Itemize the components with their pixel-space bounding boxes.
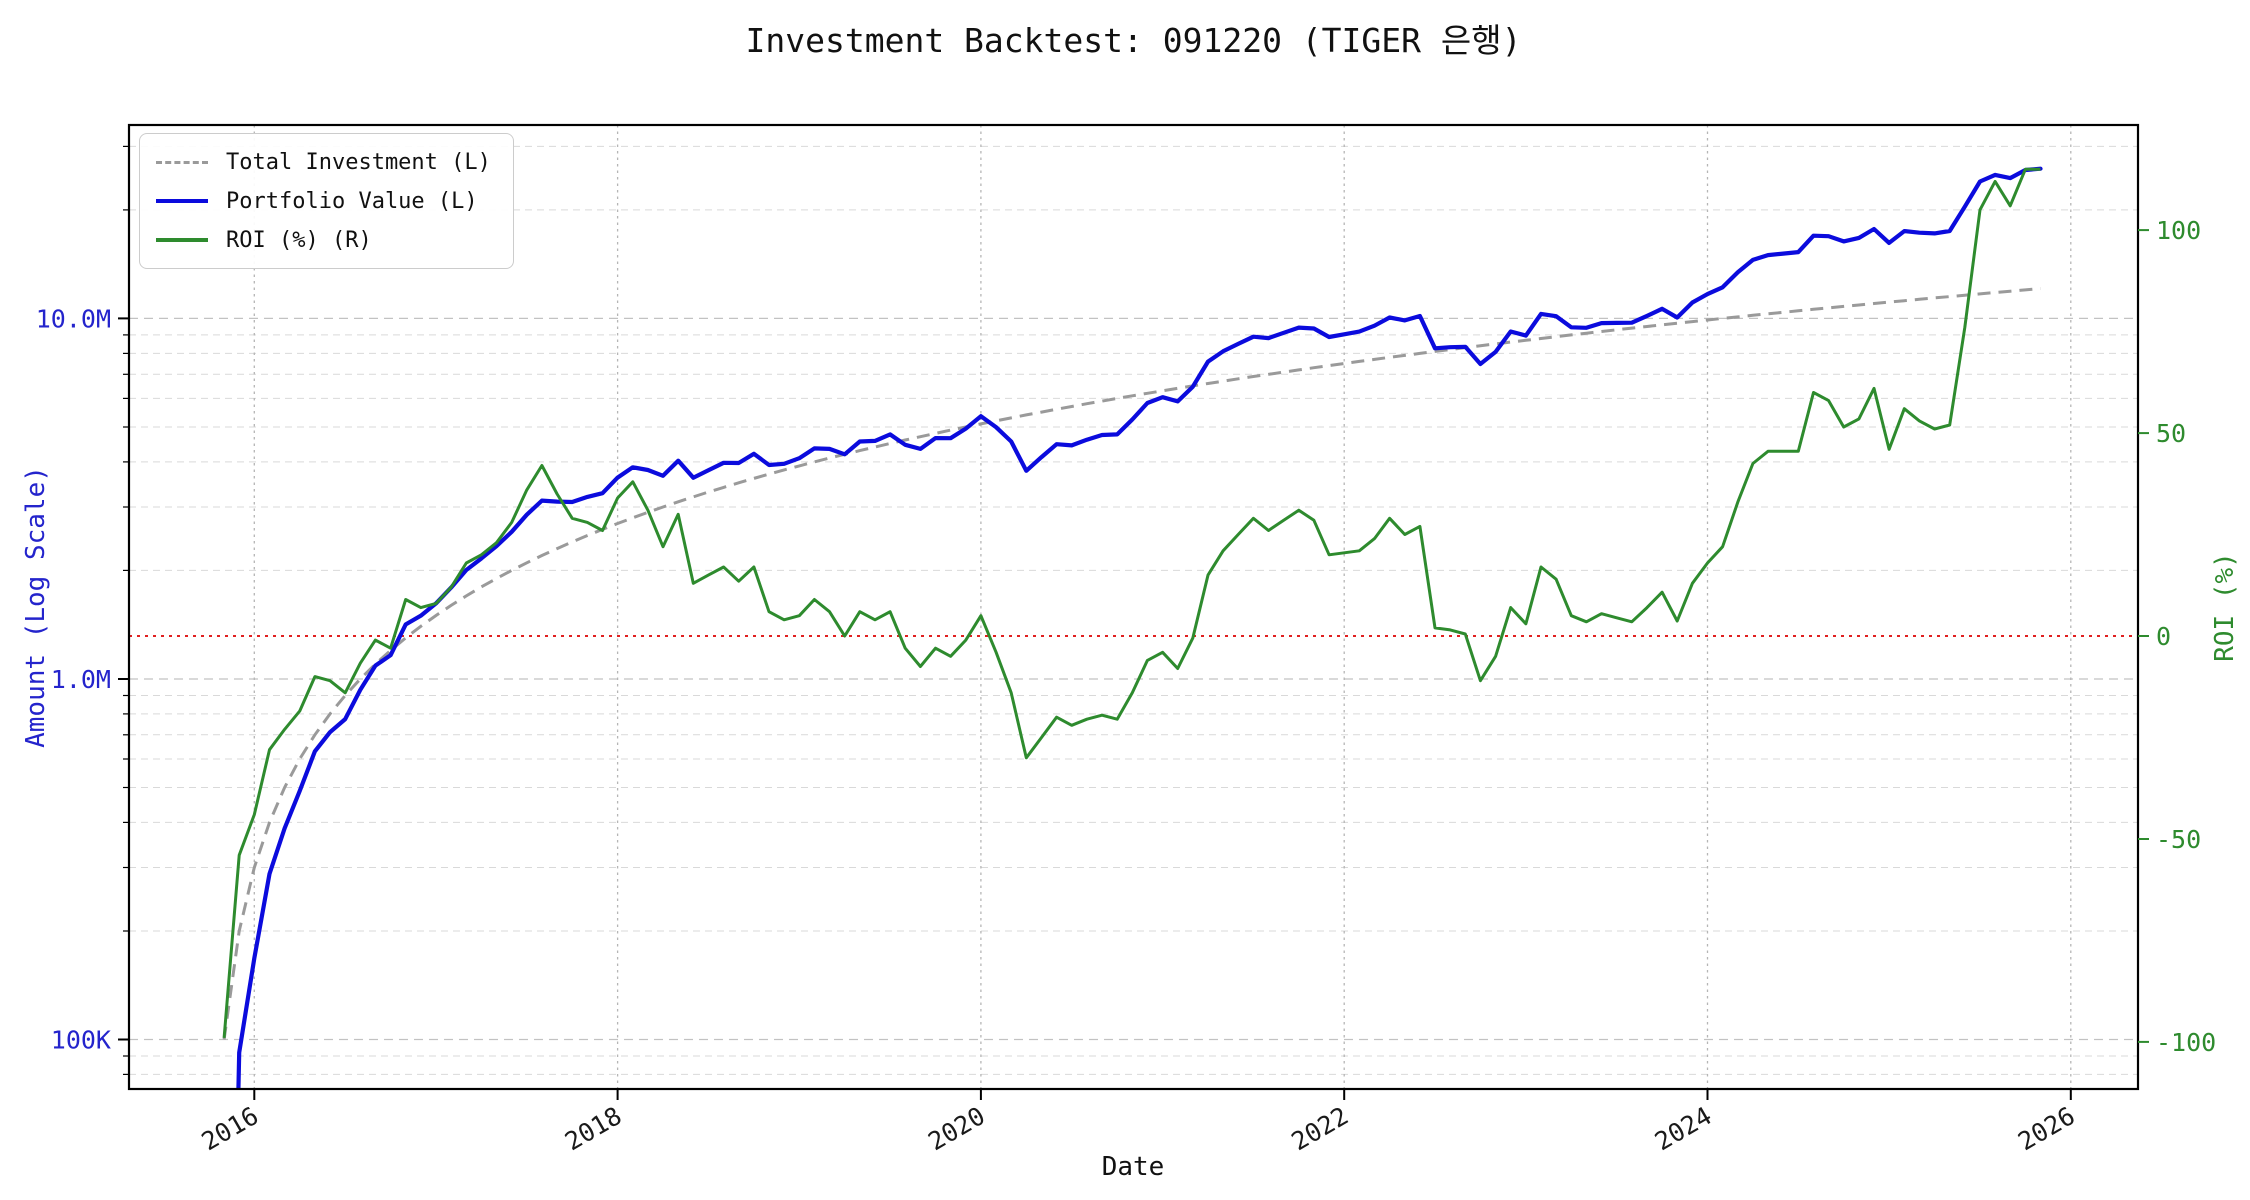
grid-horizontal-minor bbox=[129, 145, 2138, 1075]
legend-label-roi: ROI (%) (R) bbox=[226, 227, 372, 253]
legend-item-roi: ROI (%) (R) bbox=[156, 224, 491, 256]
x-tick-label: 2016 bbox=[197, 1101, 264, 1156]
chart-title: Investment Backtest: 091220 (TIGER 은행) bbox=[745, 21, 1522, 60]
legend-swatch-total-investment-icon bbox=[156, 160, 208, 164]
x-tick-label: 2018 bbox=[560, 1101, 627, 1156]
x-tick-label: 2022 bbox=[1287, 1101, 1354, 1156]
legend-swatch-portfolio-value-icon bbox=[156, 199, 208, 203]
right-tick-label: 100 bbox=[2156, 216, 2201, 245]
x-axis-title: Date bbox=[1101, 1152, 1165, 1182]
grid-horizontal-major bbox=[129, 317, 2138, 1041]
series-group bbox=[222, 166, 2043, 1089]
right-tick-label: 50 bbox=[2156, 419, 2186, 448]
legend-swatch-roi-icon bbox=[156, 238, 208, 242]
left-tick-label: 1.0M bbox=[51, 665, 111, 694]
roi-line bbox=[222, 167, 2041, 1039]
x-tick-label: 2020 bbox=[923, 1101, 990, 1156]
legend-label-total-investment: Total Investment (L) bbox=[226, 149, 491, 175]
x-axis-ticks: 2016 2018 2020 2022 2024 2026 bbox=[197, 1089, 2080, 1156]
portfolio-value-line bbox=[236, 166, 2043, 1089]
right-axis-ticks: -100 -50 0 50 100 bbox=[2138, 216, 2216, 1057]
legend-item-total-investment: Total Investment (L) bbox=[156, 146, 491, 178]
plot-border bbox=[127, 123, 2140, 1091]
grid-vertical bbox=[253, 125, 2072, 1089]
legend-item-portfolio-value: Portfolio Value (L) bbox=[156, 185, 491, 217]
right-tick-label: 0 bbox=[2156, 622, 2171, 651]
x-tick-label: 2026 bbox=[2013, 1101, 2080, 1156]
right-tick-label: -50 bbox=[2156, 825, 2201, 854]
left-tick-label: 10.0M bbox=[36, 304, 111, 333]
legend-label-portfolio-value: Portfolio Value (L) bbox=[226, 188, 478, 214]
right-axis-title: ROI (%) bbox=[2210, 552, 2240, 662]
left-axis-ticks: 100K 1.0M 10.0M bbox=[36, 304, 129, 1055]
left-axis-title: Amount (Log Scale) bbox=[21, 466, 51, 748]
left-tick-label: 100K bbox=[51, 1026, 111, 1055]
right-tick-label: -100 bbox=[2156, 1028, 2216, 1057]
x-tick-label: 2024 bbox=[1650, 1101, 1717, 1156]
legend: Total Investment (L) Portfolio Value (L)… bbox=[139, 133, 514, 269]
left-axis-minor-ticks bbox=[123, 145, 129, 1076]
total-investment-line bbox=[222, 287, 2041, 1040]
